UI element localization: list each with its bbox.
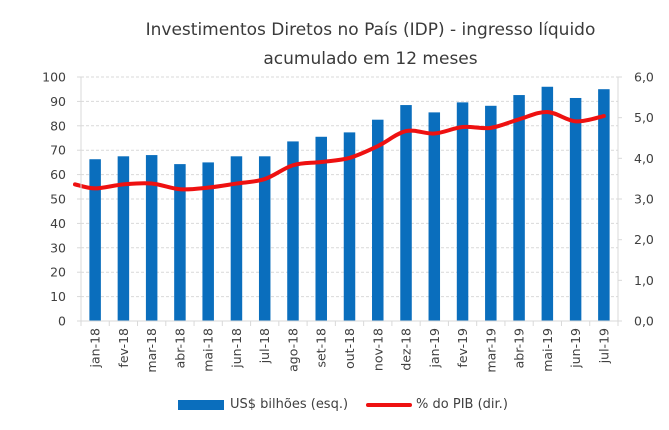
y-left-tick-label: 60 [50,167,66,182]
y-right-tick-label: 4,0 [634,151,654,166]
y-right-tick-label: 2,0 [634,232,654,247]
bar [400,105,412,321]
x-tick-label: fev-19 [455,328,470,368]
bar [230,156,243,321]
y-right-tick-label: 5,0 [634,110,654,125]
legend-label-bar: US$ bilhões (esq.) [230,397,349,412]
gridlines [81,76,618,298]
y-left-tick-label: 90 [50,94,66,109]
x-axis-tick-labels: jan-18 fev-18 mar-18 abr-18 mai-18 jun-18 jul-… [88,328,612,373]
bar [258,156,271,321]
bar [598,89,610,321]
x-tick-label: set-18 [314,328,329,368]
x-tick-label: jan-19 [427,328,442,369]
bar [372,119,384,321]
bar [513,95,525,321]
y-left-tick-label: 20 [50,265,66,280]
y-left-tick-label: 30 [50,240,66,255]
y-right-tick-label: 3,0 [634,192,654,207]
bar [287,141,299,321]
bar [428,112,441,321]
x-tick-label: ago-18 [285,328,300,372]
x-tick-label: jun-18 [229,328,244,369]
chart-title-line-2: acumulado em 12 meses [263,49,478,69]
legend-label-line: % do PIB (dir.) [416,397,508,412]
bar [456,102,469,321]
bar [174,164,186,321]
y-left-tick-label: 40 [50,216,66,231]
y-left-tick-label: 100 [42,70,66,85]
bar [315,136,327,321]
bar [202,162,214,321]
x-tick-label: nov-18 [370,328,385,371]
y-left-tick-label: 0 [58,314,66,329]
x-tick-label: abr-19 [512,328,527,368]
x-tick-label: abr-18 [172,328,187,368]
line-series [73,109,606,192]
x-tick-label: jun-19 [568,328,583,369]
bar-series [89,86,610,322]
y-left-tick-label: 50 [50,192,66,207]
y-right-tick-label: 0,0 [634,314,654,329]
x-tick-label: jul-19 [596,328,611,364]
x-tick-label: mar-18 [144,328,159,373]
bar [343,132,356,321]
x-tick-label: jul-18 [257,328,272,364]
chart-title-line-1: Investimentos Diretos no País (IDP) - in… [145,20,596,40]
y-axis-left-ticks: 0 10 20 30 40 50 60 70 80 90 100 [42,70,66,329]
y-left-tick-label: 70 [50,143,66,158]
y-right-tick-label: 1,0 [634,273,654,288]
bar [89,159,101,321]
x-tick-label: out-18 [342,328,357,369]
x-tick-label: mai-18 [201,328,216,372]
line-path [73,109,606,192]
legend-swatch-line [366,402,413,407]
bar [145,155,158,321]
bar [117,156,130,321]
x-tick-label: jan-18 [88,328,103,369]
x-tick-label: dez-18 [399,328,414,371]
axes [77,76,622,326]
bar [485,105,497,322]
y-left-tick-label: 10 [50,289,66,304]
y-axis-right-ticks: 0,0 1,0 2,0 3,0 4,0 5,0 6,0 [634,70,654,329]
x-tick-label: mai-19 [540,328,555,372]
x-tick-label: mar-19 [483,328,498,373]
x-tick-label: fev-18 [116,328,131,368]
legend-swatch-bar [178,399,224,410]
y-left-tick-label: 80 [50,118,66,133]
bar [541,86,554,321]
bar [569,97,582,321]
legend: US$ bilhões (esq.) % do PIB (dir.) [178,397,508,412]
y-right-tick-label: 6,0 [634,70,654,85]
